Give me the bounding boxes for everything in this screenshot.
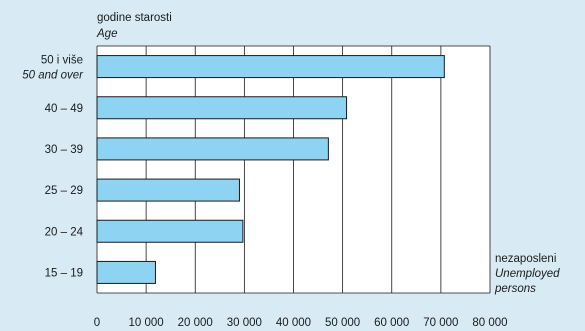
- category-label-4: 20 – 24: [45, 226, 84, 238]
- x-tick-label-2: 20 000: [178, 317, 213, 329]
- y-axis-title: godine starosti: [97, 12, 172, 24]
- x-tick-label-8: 80 000: [472, 317, 507, 329]
- category-label-1: 40 – 49: [45, 103, 83, 115]
- bar-0: [96, 55, 445, 79]
- category-label-3: 25 – 29: [45, 185, 83, 197]
- grid-lines: [96, 45, 491, 294]
- x-tick-label-6: 60 000: [374, 317, 409, 329]
- category-label-en-0: 50 and over: [22, 70, 84, 82]
- bar-3: [96, 178, 240, 202]
- y-axis-title-en: Age: [96, 28, 117, 40]
- bars: [96, 55, 445, 284]
- category-label-2: 30 – 39: [45, 144, 83, 156]
- x-tick-label-3: 30 000: [227, 317, 262, 329]
- x-tick-label-4: 40 000: [276, 317, 311, 329]
- x-axis-title-line-3: persons: [494, 283, 536, 295]
- category-labels: 50 i više 50 and over 40 – 49 30 – 39 25 – 2…: [22, 55, 84, 280]
- category-label-5: 15 – 19: [45, 267, 83, 279]
- x-tick-label-0: 0: [94, 317, 100, 329]
- bar-1: [96, 96, 348, 120]
- category-label-0: 50 i više: [41, 55, 83, 67]
- x-axis-title-line-1: nezaposleni: [495, 253, 556, 265]
- x-axis-title-line-2: Unemployed: [495, 268, 560, 280]
- bar-5: [96, 260, 156, 284]
- x-tick-label-5: 50 000: [325, 317, 360, 329]
- bar-2: [96, 137, 329, 161]
- x-tick-labels: 0 10 000 20 000 30 000 40 000 50 000 60 000 70 …: [94, 317, 508, 329]
- x-tick-label-1: 10 000: [129, 317, 164, 329]
- bar-4: [96, 219, 244, 243]
- x-tick-label-7: 70 000: [423, 317, 458, 329]
